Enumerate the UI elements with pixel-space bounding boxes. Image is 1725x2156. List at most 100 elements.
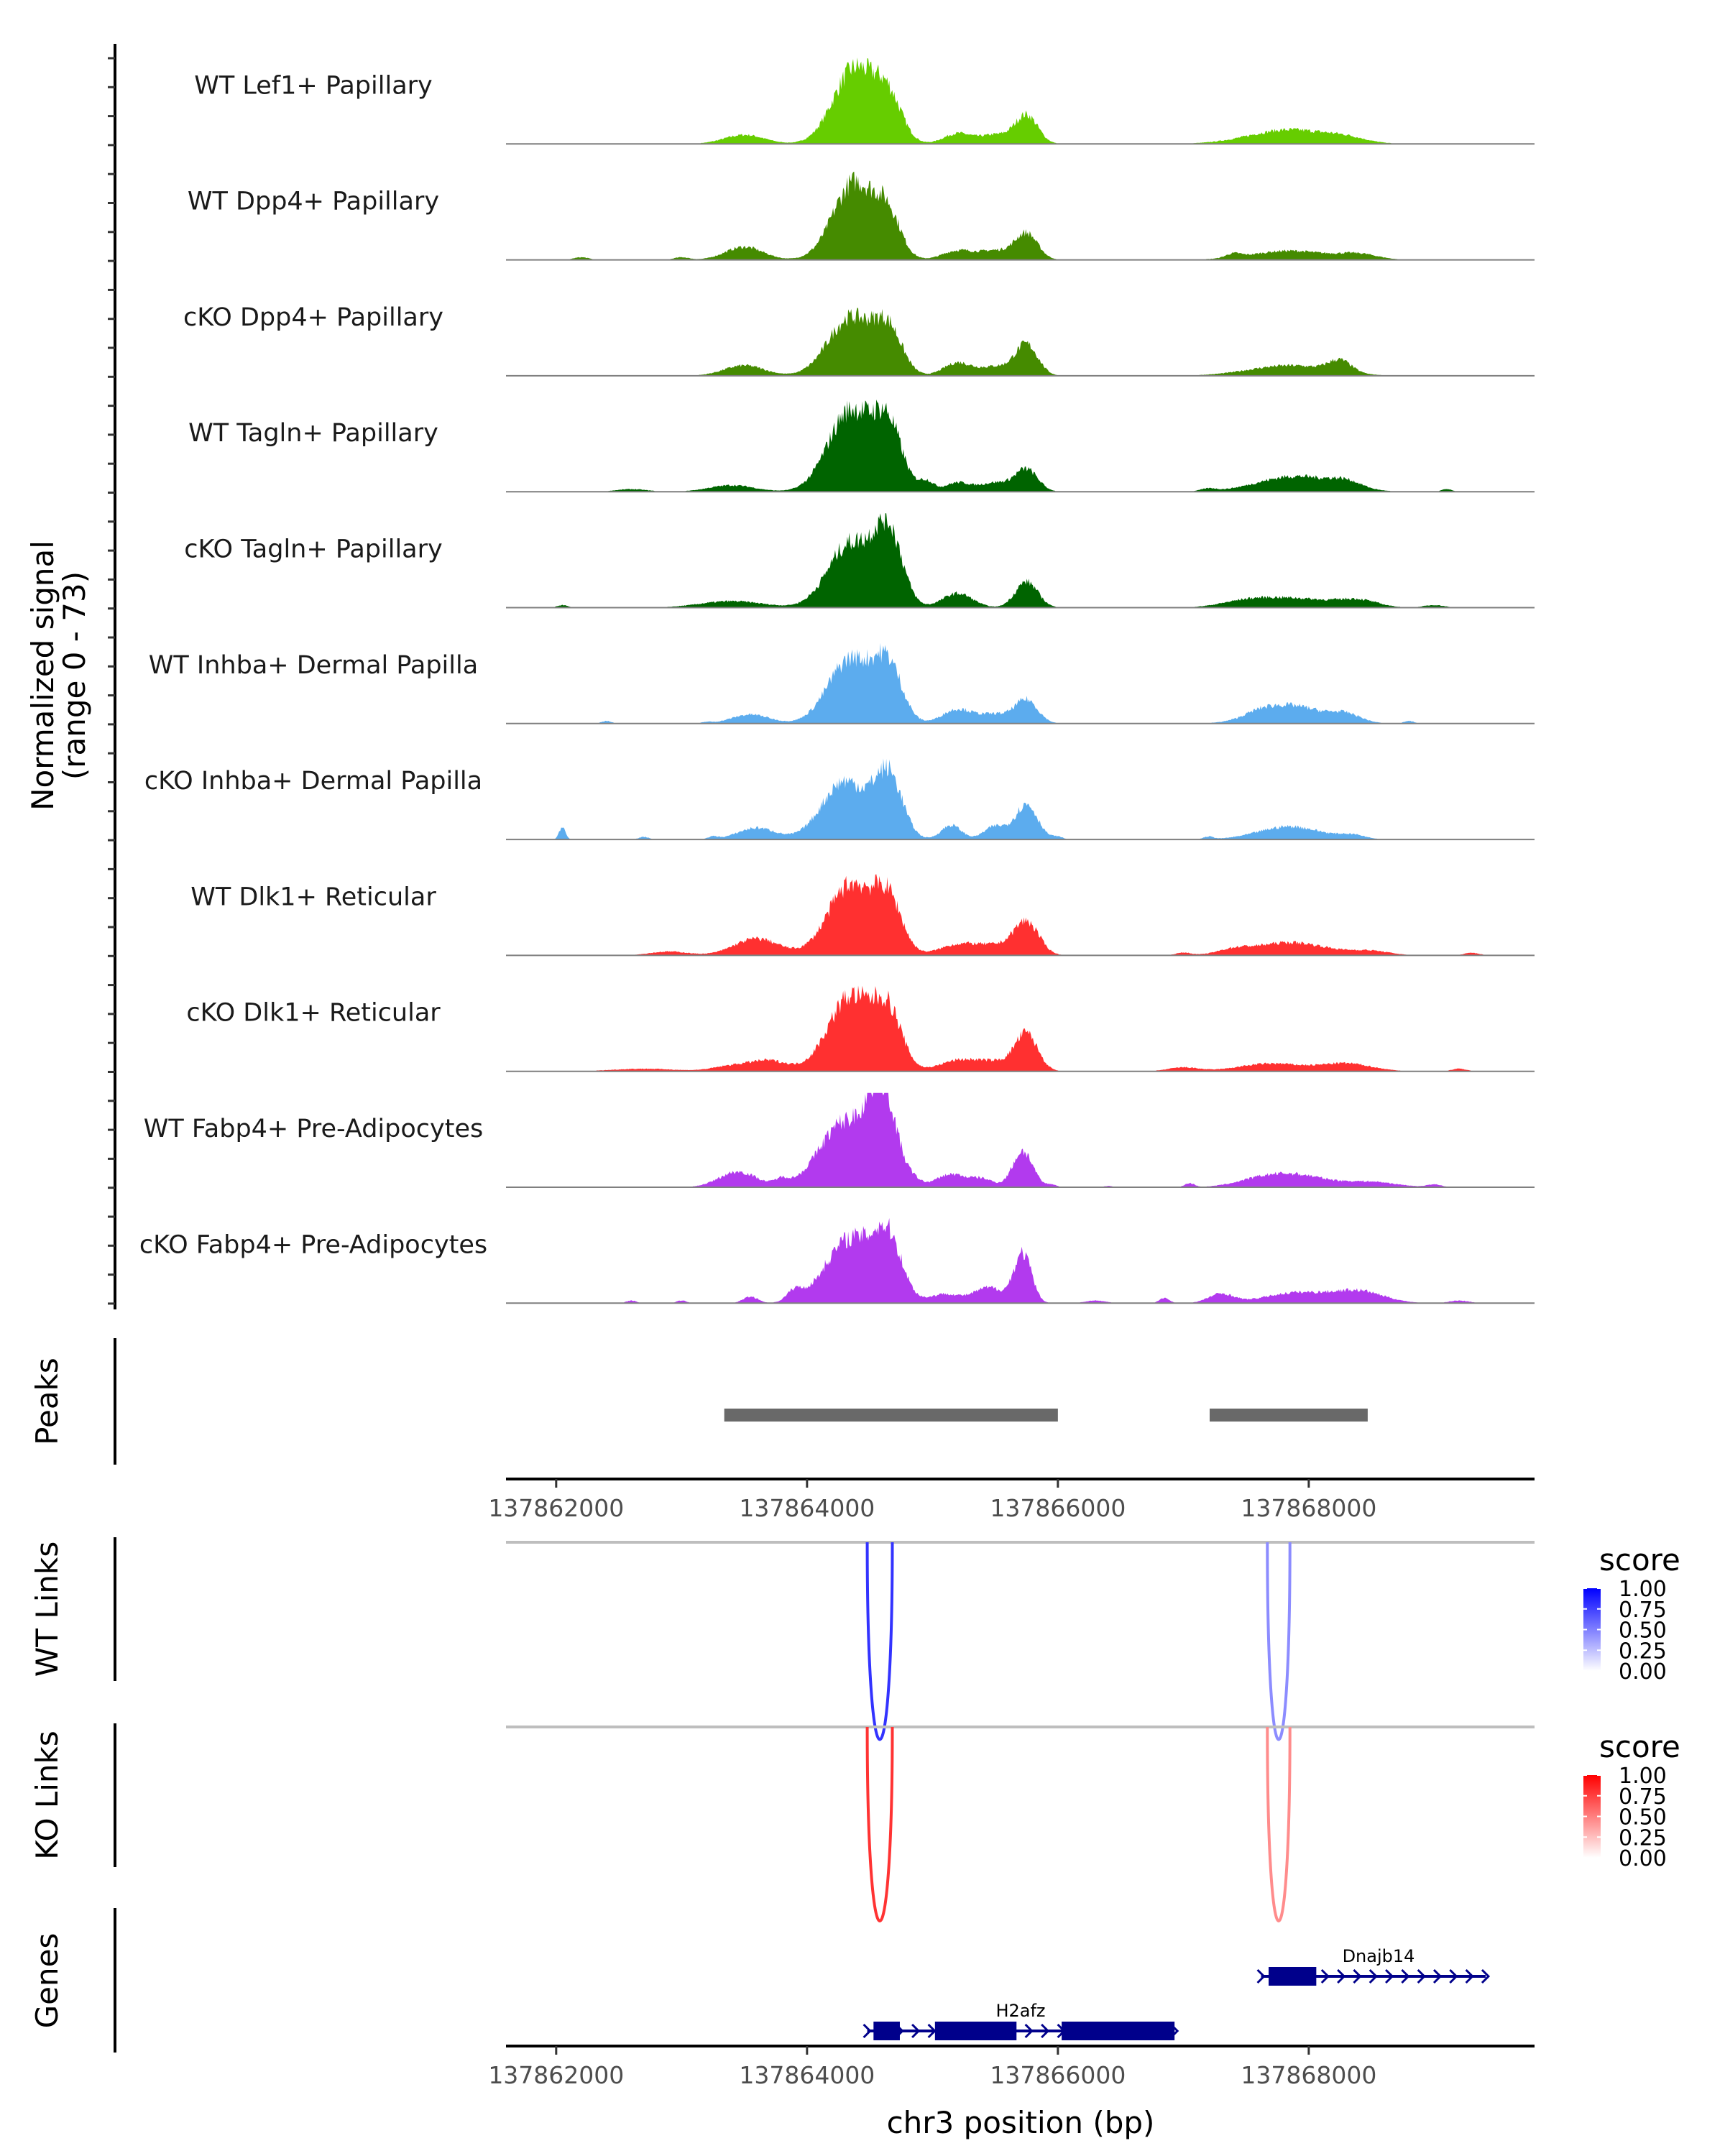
coverage-area [520,758,1520,840]
coverage-track: WT Fabp4+ Pre-Adipocytes [144,1092,1535,1188]
x-tick-label: 137868000 [1241,1494,1376,1522]
legend-title: score [1599,1729,1680,1764]
strand-arrow-icon [1449,1968,1458,1984]
coverage-track-label: WT Dpp4+ Papillary [188,188,439,216]
coverage-track: cKO Dlk1+ Reticular [186,985,1535,1072]
y-axis-title-line-1: Normalized signal [25,540,60,811]
x-tick-label: 137866000 [990,2061,1126,2089]
coverage-area [520,171,1520,260]
x-axis-title: chr3 position (bp) [887,2105,1155,2140]
gene-exon [1062,2022,1175,2040]
x-axis-ticks-mid: 137862000 137864000 137866000 137868000 [488,1479,1376,1522]
strand-arrow-icon [1432,1968,1443,1984]
link-arc [865,1542,894,1741]
coverage-area [520,57,1520,144]
peaks-track-label: Peaks [29,1358,65,1445]
strand-arrow-icon [862,2023,872,2039]
legend-title: score [1599,1542,1680,1577]
peaks-track [114,1338,1368,1465]
gene-label: Dnajb14 [1343,1946,1415,1966]
legend-tick-label: 0.00 [1619,1846,1667,1871]
coverage-track: cKO Tagln+ Papillary [184,513,1535,609]
coverage-area [520,874,1520,956]
strand-arrow-icon [1465,1968,1474,1984]
strand-arrow-icon [1384,1968,1394,1984]
legend-tick-label: 0.75 [1619,1784,1667,1810]
x-tick-label: 137862000 [488,2061,624,2089]
coverage-track-label: WT Lef1+ Papillary [194,71,433,100]
coverage-track-label: WT Dlk1+ Reticular [190,883,436,911]
coverage-track: cKO Dpp4+ Papillary [183,303,1535,377]
strand-arrow-icon [1337,1968,1346,1984]
strand-arrow-icon [1368,1968,1378,1984]
strand-arrow-icon [1481,1968,1491,1984]
legend-tick-label: 0.50 [1619,1618,1667,1644]
coverage-track-label: cKO Inhba+ Dermal Papilla [144,767,482,796]
coverage-y-axis-title: Normalized signal (range 0 - 73) [25,540,92,811]
coverage-track: WT Lef1+ Papillary [194,57,1535,145]
gene-exon [934,2022,1017,2040]
x-axis-ticks-bottom: 137862000 137864000 137866000 137868000 [488,2046,1376,2089]
strand-arrow-icon [1041,2023,1050,2039]
gene-model: H2afz [862,2001,1179,2040]
coverage-track: cKO Inhba+ Dermal Papilla [144,758,1535,841]
coverage-track: WT Dpp4+ Papillary [188,171,1535,261]
strand-arrow-icon [927,2023,937,2039]
coverage-tracks: WT Lef1+ Papillary WT Dpp4+ Papillary cKO … [108,44,1535,1309]
strand-arrow-icon [1353,1968,1362,1984]
legend-tick-label: 1.00 [1619,1764,1667,1789]
legend-tick-label: 1.00 [1619,1577,1667,1602]
strand-arrow-icon [1320,1968,1330,1984]
link-track [114,1537,1535,1741]
coverage-area [520,400,1520,492]
x-tick-label: 137868000 [1241,2061,1376,2089]
gene-exon [873,2022,900,2040]
coverage-track-label: cKO Fabp4+ Pre-Adipocytes [139,1230,487,1259]
peak-region [724,1409,1058,1422]
strand-arrow-icon [911,2023,921,2039]
legend-tick-label: 0.75 [1619,1598,1667,1623]
wt-links-track-label: WT Links [29,1542,65,1677]
link-arc [1266,1542,1292,1741]
link-tracks [114,1537,1535,1922]
link-arc [1266,1726,1292,1922]
coverage-area [520,513,1520,608]
strand-arrow-icon [1256,1968,1266,1984]
gene-track: Dnajb14 H2afz [114,1908,1491,2053]
gene-exon [1269,1967,1317,1986]
x-tick-label: 137862000 [488,1494,624,1522]
strand-arrow-icon [1417,1968,1426,1984]
coverage-track: WT Tagln+ Papillary [188,400,1535,493]
coverage-track-label: WT Inhba+ Dermal Papilla [149,651,478,680]
coverage-area [520,985,1520,1072]
link-track [114,1723,1535,1922]
coverage-area [520,308,1520,376]
coverage-track-label: cKO Dlk1+ Reticular [186,999,441,1028]
peak-region [1210,1409,1368,1422]
legend-tick-label: 0.50 [1619,1805,1667,1830]
coverage-track: WT Inhba+ Dermal Papilla [149,642,1535,724]
x-tick-label: 137864000 [739,1494,875,1522]
coverage-track-label: WT Tagln+ Papillary [188,419,438,448]
x-tick-label: 137864000 [739,2061,875,2089]
y-axis-title-line-2: (range 0 - 73) [57,571,92,780]
ko-links-track-label: KO Links [29,1731,65,1860]
coverage-track-label: cKO Dpp4+ Papillary [183,303,443,332]
coverage-track-label: cKO Tagln+ Papillary [184,535,443,564]
gene-label: H2afz [995,2001,1045,2021]
genes-track-label: Genes [29,1933,65,2029]
legend-tick-label: 0.00 [1619,1659,1667,1685]
coverage-area [520,1092,1520,1187]
gene-model: Dnajb14 [1256,1946,1491,1986]
coverage-area [520,1217,1520,1304]
strand-arrow-icon [1024,2023,1034,2039]
strand-arrow-icon [1401,1968,1410,1984]
x-tick-label: 137866000 [990,1494,1126,1522]
legend-tick-label: 0.25 [1619,1639,1667,1664]
coverage-track: WT Dlk1+ Reticular [190,874,1535,957]
coverage-track: cKO Fabp4+ Pre-Adipocytes [139,1217,1535,1304]
legend-tick-label: 0.25 [1619,1825,1667,1851]
